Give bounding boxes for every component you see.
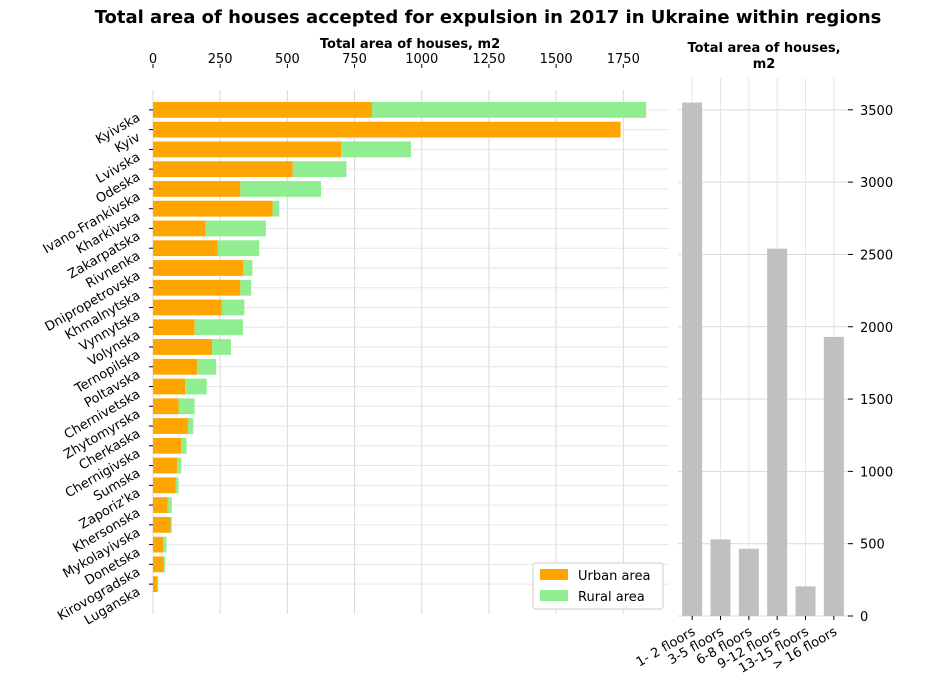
rural-area-bar (163, 556, 166, 573)
x-tick-label: 1250 (472, 52, 505, 67)
rural-area-bar (194, 319, 244, 336)
floor-category-bar (823, 336, 844, 616)
floor-category-bar (767, 248, 788, 616)
rural-area-bar (272, 200, 280, 217)
urban-area-bar (153, 457, 178, 474)
y-tick-label: 1500 (860, 393, 893, 408)
urban-area-bar (153, 398, 179, 415)
left-chart-plot-area: 0 250 500 750 1000 1250 1500 1750KyivskaKyivLvi… (41, 52, 669, 628)
y-tick-label: 2000 (860, 321, 893, 336)
urban-area-bar (153, 437, 182, 454)
right-chart-title-line-2: m2 (753, 57, 776, 72)
right-chart-title-line-1: Total area of houses, (687, 41, 840, 56)
floor-category-bar (795, 586, 816, 616)
urban-area-bar (153, 497, 168, 513)
rural-area-bar (187, 418, 194, 434)
urban-area-bar (153, 418, 188, 434)
y-tick-label: 3000 (860, 176, 893, 191)
y-tick-label: 3500 (860, 104, 893, 119)
rural-area-bar (178, 398, 195, 415)
x-tick-label: 1000 (405, 52, 438, 67)
floor-category-bar (738, 548, 759, 616)
urban-area-bar (153, 240, 218, 257)
rural-area-bar (292, 161, 347, 178)
urban-area-bar (153, 358, 198, 375)
floor-category-bar (710, 539, 731, 616)
urban-area-bar (153, 279, 241, 296)
figure-title: Total area of houses accepted for expuls… (95, 7, 882, 28)
x-tick-label: 0 (149, 52, 157, 67)
urban-area-bar (153, 576, 158, 593)
urban-area-bar (153, 220, 206, 237)
legend-swatch-rural (540, 590, 568, 601)
rural-area-bar (217, 240, 260, 257)
y-tick-label: 2500 (860, 248, 893, 263)
urban-area-bar (153, 121, 621, 138)
rural-area-bar (240, 181, 321, 197)
rural-area-bar (167, 497, 172, 513)
urban-area-bar (153, 378, 186, 395)
urban-area-bar (153, 556, 164, 573)
legend-swatch-urban (540, 569, 568, 580)
y-tick-label: 500 (860, 538, 885, 553)
rural-area-bar (243, 260, 253, 276)
urban-area-bar (153, 161, 293, 178)
rural-area-bar (163, 536, 167, 553)
rural-area-bar (170, 516, 172, 533)
legend-label-urban: Urban area (578, 569, 650, 584)
x-tick-label: 500 (275, 52, 300, 67)
urban-area-bar (153, 536, 164, 553)
rural-area-bar (205, 220, 266, 237)
rural-area-bar (177, 457, 182, 474)
urban-area-bar (153, 339, 213, 355)
urban-area-bar (153, 181, 241, 197)
legend-label-rural: Rural area (578, 590, 645, 605)
rural-area-bar (240, 279, 252, 296)
rural-area-bar (372, 101, 647, 118)
urban-area-bar (153, 200, 273, 217)
urban-area-bar (153, 299, 222, 316)
x-tick-label: 1500 (540, 52, 573, 67)
rural-area-bar (181, 437, 187, 454)
x-tick-label: 1750 (607, 52, 640, 67)
rural-area-bar (221, 299, 245, 316)
x-tick-label: 250 (208, 52, 233, 67)
rural-area-bar (341, 141, 411, 158)
urban-area-bar (153, 141, 342, 158)
y-tick-label: 0 (860, 610, 868, 625)
urban-area-bar (153, 260, 244, 276)
floor-category-bar (682, 102, 703, 617)
left-chart-x-axis-label: Total area of houses, m2 (320, 37, 500, 52)
rural-area-bar (175, 477, 179, 494)
urban-area-bar (153, 516, 171, 533)
y-tick-label: 1000 (860, 465, 893, 480)
x-tick-label: 750 (342, 52, 367, 67)
urban-area-bar (153, 319, 195, 336)
urban-area-bar (153, 101, 373, 118)
rural-area-bar (212, 339, 231, 355)
chart-legend: Urban area Rural area (532, 562, 664, 610)
rural-area-bar (185, 378, 207, 395)
rural-area-bar (197, 358, 217, 375)
rural-area-bar (157, 576, 159, 593)
urban-area-bar (153, 477, 176, 494)
